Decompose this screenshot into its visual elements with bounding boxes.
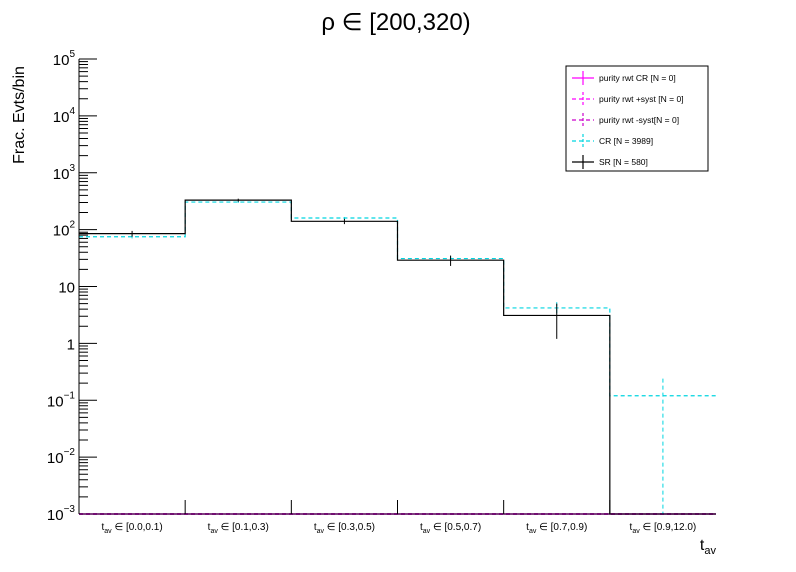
x-tick-label: tav ∈ [0.0,0.1) bbox=[102, 522, 163, 535]
legend-label: CR [N = 3989] bbox=[599, 136, 653, 146]
y-tick-label: 104 bbox=[53, 106, 76, 126]
legend-entry: purity rwt -syst[N = 0] bbox=[572, 113, 679, 127]
series-4 bbox=[79, 198, 716, 515]
y-tick-label: 1 bbox=[67, 336, 75, 353]
chart-title: ρ ∈ [200,320) bbox=[321, 9, 470, 36]
x-tick-label: tav ∈ [0.1,0.3) bbox=[208, 522, 269, 535]
legend-label: SR [N = 580] bbox=[599, 157, 648, 167]
legend-box bbox=[565, 65, 709, 172]
x-tick-label: tav ∈ [0.9,12.0) bbox=[630, 522, 697, 535]
legend-label: purity rwt +syst [N = 0] bbox=[599, 94, 684, 104]
legend: purity rwt CR [N = 0] purity rwt +syst [N… bbox=[565, 65, 709, 172]
y-tick-label: 105 bbox=[53, 49, 76, 69]
legend-label: purity rwt CR [N = 0] bbox=[599, 73, 676, 83]
y-tick-label: 10 bbox=[58, 280, 75, 297]
series-step-line bbox=[79, 199, 716, 515]
x-axis-label: tav bbox=[700, 537, 717, 557]
y-tick-label: 103 bbox=[53, 163, 76, 183]
y-tick-label: 10−1 bbox=[47, 390, 76, 410]
y-axis-label: Frac. Evts/bin bbox=[11, 66, 28, 164]
x-tick-label: tav ∈ [0.7,0.9) bbox=[526, 522, 587, 535]
legend-entry: CR [N = 3989] bbox=[572, 134, 653, 148]
y-tick-label: 102 bbox=[53, 220, 76, 240]
x-tick-label: tav ∈ [0.5,0.7) bbox=[420, 522, 481, 535]
y-tick-label: 10−3 bbox=[47, 504, 76, 524]
legend-entry: SR [N = 580] bbox=[572, 155, 648, 169]
x-tick-label: tav ∈ [0.3,0.5) bbox=[314, 522, 375, 535]
legend-entry: purity rwt CR [N = 0] bbox=[572, 71, 676, 85]
legend-entry: purity rwt +syst [N = 0] bbox=[572, 92, 684, 106]
axes: 10−3 10−2 10−1 1 10 102 103 104 105 tav ∈ [0.0,0.… bbox=[47, 49, 716, 535]
y-tick-label: 10−2 bbox=[47, 447, 76, 467]
legend-label: purity rwt -syst[N = 0] bbox=[599, 115, 679, 125]
